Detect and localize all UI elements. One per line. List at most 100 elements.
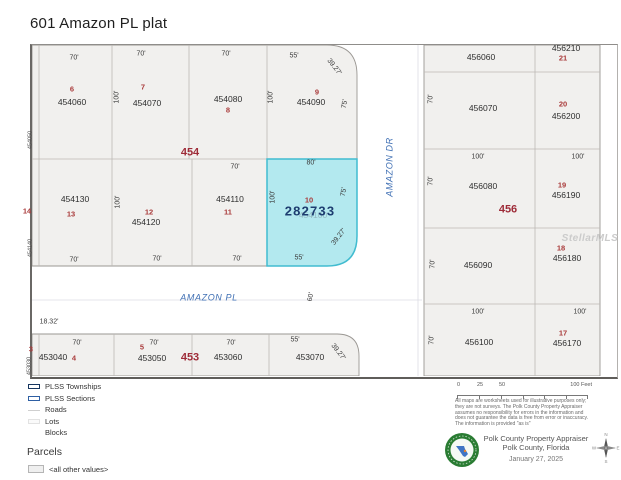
legend-parcel-swatch-icon xyxy=(28,465,44,474)
dim-top-454110: 70' xyxy=(230,163,240,171)
disclaimer-line: assumes no responsibility for errors in … xyxy=(455,409,584,416)
parcel-453050: 453050 xyxy=(137,352,167,363)
lot-10: 10 xyxy=(304,195,314,205)
lot-18: 18 xyxy=(556,243,566,253)
legend-label: Roads xyxy=(45,405,67,415)
legend-item-blocks: Blocks xyxy=(28,427,108,439)
parcel-456210: 456210 xyxy=(551,42,581,53)
street-amazon-dr: AMAZON DR xyxy=(384,137,395,197)
dim-top-453040: 70' xyxy=(72,339,82,347)
dim-top-453050: 70' xyxy=(149,339,159,347)
parcel-454100-ghost: 454100 xyxy=(298,209,328,220)
scale-tick xyxy=(587,396,588,399)
dim-18-32: 18.32' xyxy=(39,318,59,326)
parcel-454130: 454130 xyxy=(60,193,90,204)
lot-9: 9 xyxy=(314,87,320,97)
block-454: 454 xyxy=(180,146,200,159)
street-amazon-pl: AMAZON PL xyxy=(180,292,238,303)
lot-13: 13 xyxy=(66,209,76,219)
lot-20: 20 xyxy=(558,99,568,109)
dim-bottom-454110: 70' xyxy=(232,255,242,263)
parcel-456180: 456180 xyxy=(552,252,582,263)
parcel-453070: 453070 xyxy=(295,351,325,362)
block-456-shape xyxy=(423,45,601,376)
dim-left-456090: 70' xyxy=(429,259,437,269)
scale-tick xyxy=(566,396,568,399)
dim-left-456100: 70' xyxy=(428,335,436,345)
dim-top-282733: 80' xyxy=(306,159,316,167)
dim-left-454070: 100' xyxy=(113,90,121,104)
parcel-454120: 454120 xyxy=(131,216,161,227)
legend-rect-navy-icon xyxy=(28,384,40,390)
parcel-453060: 453060 xyxy=(213,351,243,362)
dim-top-454080: 70' xyxy=(221,50,231,58)
disclaimer-line: they are not surveys. The Polk County Pr… xyxy=(455,403,583,410)
dim-left-454090: 100' xyxy=(267,90,275,104)
map-date: January 27, 2025 xyxy=(508,456,564,463)
parcel-453040: 453040 xyxy=(38,351,68,362)
parcel-456170: 456170 xyxy=(552,337,582,348)
compass-rose-icon: N S E W xyxy=(592,430,620,469)
lot-7: 7 xyxy=(140,82,146,92)
legend-rect-faint-icon xyxy=(28,418,40,424)
lot-3: 3 xyxy=(28,344,34,354)
parcel-454050-edge: 454050 xyxy=(27,130,34,150)
legend-line-gray-icon xyxy=(28,410,40,412)
legend-item-lots: Lots xyxy=(28,416,108,428)
parcel-454060: 454060 xyxy=(57,96,87,107)
lot-4: 4 xyxy=(71,353,77,363)
svg-text:W: W xyxy=(592,446,597,451)
lot-5: 5 xyxy=(139,342,145,352)
dim-top-456080: 100' xyxy=(471,153,485,161)
scale-rule xyxy=(457,395,588,399)
parcel-456070: 456070 xyxy=(468,102,498,113)
lot-6: 6 xyxy=(69,84,75,94)
parcel-454140-edge: 454140 xyxy=(27,238,34,258)
disclaimer-line: does not guarantee the data is free from… xyxy=(455,415,589,422)
org-name: Polk County Property Appraiser xyxy=(483,434,589,443)
parcel-282733[interactable]: 282733 xyxy=(284,203,336,219)
parcel-453030-edge: 453030 xyxy=(26,356,33,376)
scale-bar: 0 25 50 100 Feet xyxy=(455,382,592,402)
parcel-456080: 456080 xyxy=(468,180,498,191)
disclaimer-line: All maps are worksheets used for illustr… xyxy=(455,398,587,404)
dim-left-456070: 70' xyxy=(427,94,435,104)
lot-21: 21 xyxy=(558,53,568,63)
block-453-lot-lines xyxy=(38,334,270,376)
scale-0: 0 xyxy=(457,382,461,388)
legend-item-plss-townships: PLSS Townships xyxy=(28,381,108,393)
appraiser-attribution: Polk County Property Appraiser Polk Coun… xyxy=(478,434,594,463)
dim-left-456080: 70' xyxy=(427,176,435,186)
parcel-282733-highlight[interactable] xyxy=(266,158,358,267)
dim-left-454120: 100' xyxy=(114,195,122,209)
plat-map xyxy=(30,44,618,379)
disclaimer-text: All maps are worksheets used for illustr… xyxy=(455,398,605,428)
dim-left-282733: 100' xyxy=(269,190,277,204)
dim-top-453060: 70' xyxy=(226,339,236,347)
block-453: 453 xyxy=(180,351,200,364)
lot-12: 12 xyxy=(144,207,154,217)
map-legend: PLSS Townships PLSS Sections Roads Lots Bloc… xyxy=(27,381,108,475)
scale-100-feet: 100 Feet xyxy=(570,382,592,388)
org-county: Polk County, Florida xyxy=(502,442,570,452)
legend-item-plss-sections: PLSS Sections xyxy=(28,393,108,405)
scale-tick xyxy=(478,396,480,399)
lot-8: 8 xyxy=(225,105,231,115)
dim-bottom-282733: 55' xyxy=(294,254,304,262)
dim-bottom-454120: 70' xyxy=(152,255,162,263)
legend-parcels-header: Parcels xyxy=(27,445,63,458)
scale-tick xyxy=(500,396,502,399)
dim-top-456190: 100' xyxy=(571,153,585,161)
parcel-456090: 456090 xyxy=(463,259,493,270)
scale-25: 25 xyxy=(477,382,484,388)
legend-label: Blocks xyxy=(45,428,68,438)
lot-11: 11 xyxy=(224,207,232,217)
parcel-454070: 454070 xyxy=(132,97,162,108)
page-title: 601 Amazon PL plat xyxy=(30,15,168,32)
scale-tick xyxy=(522,396,524,399)
scale-tick xyxy=(544,396,546,399)
lot-17: 17 xyxy=(558,328,568,338)
parcel-456200: 456200 xyxy=(551,110,581,121)
svg-text:E: E xyxy=(616,446,619,451)
disclaimer-line: The information is provided "as is" xyxy=(455,421,531,428)
